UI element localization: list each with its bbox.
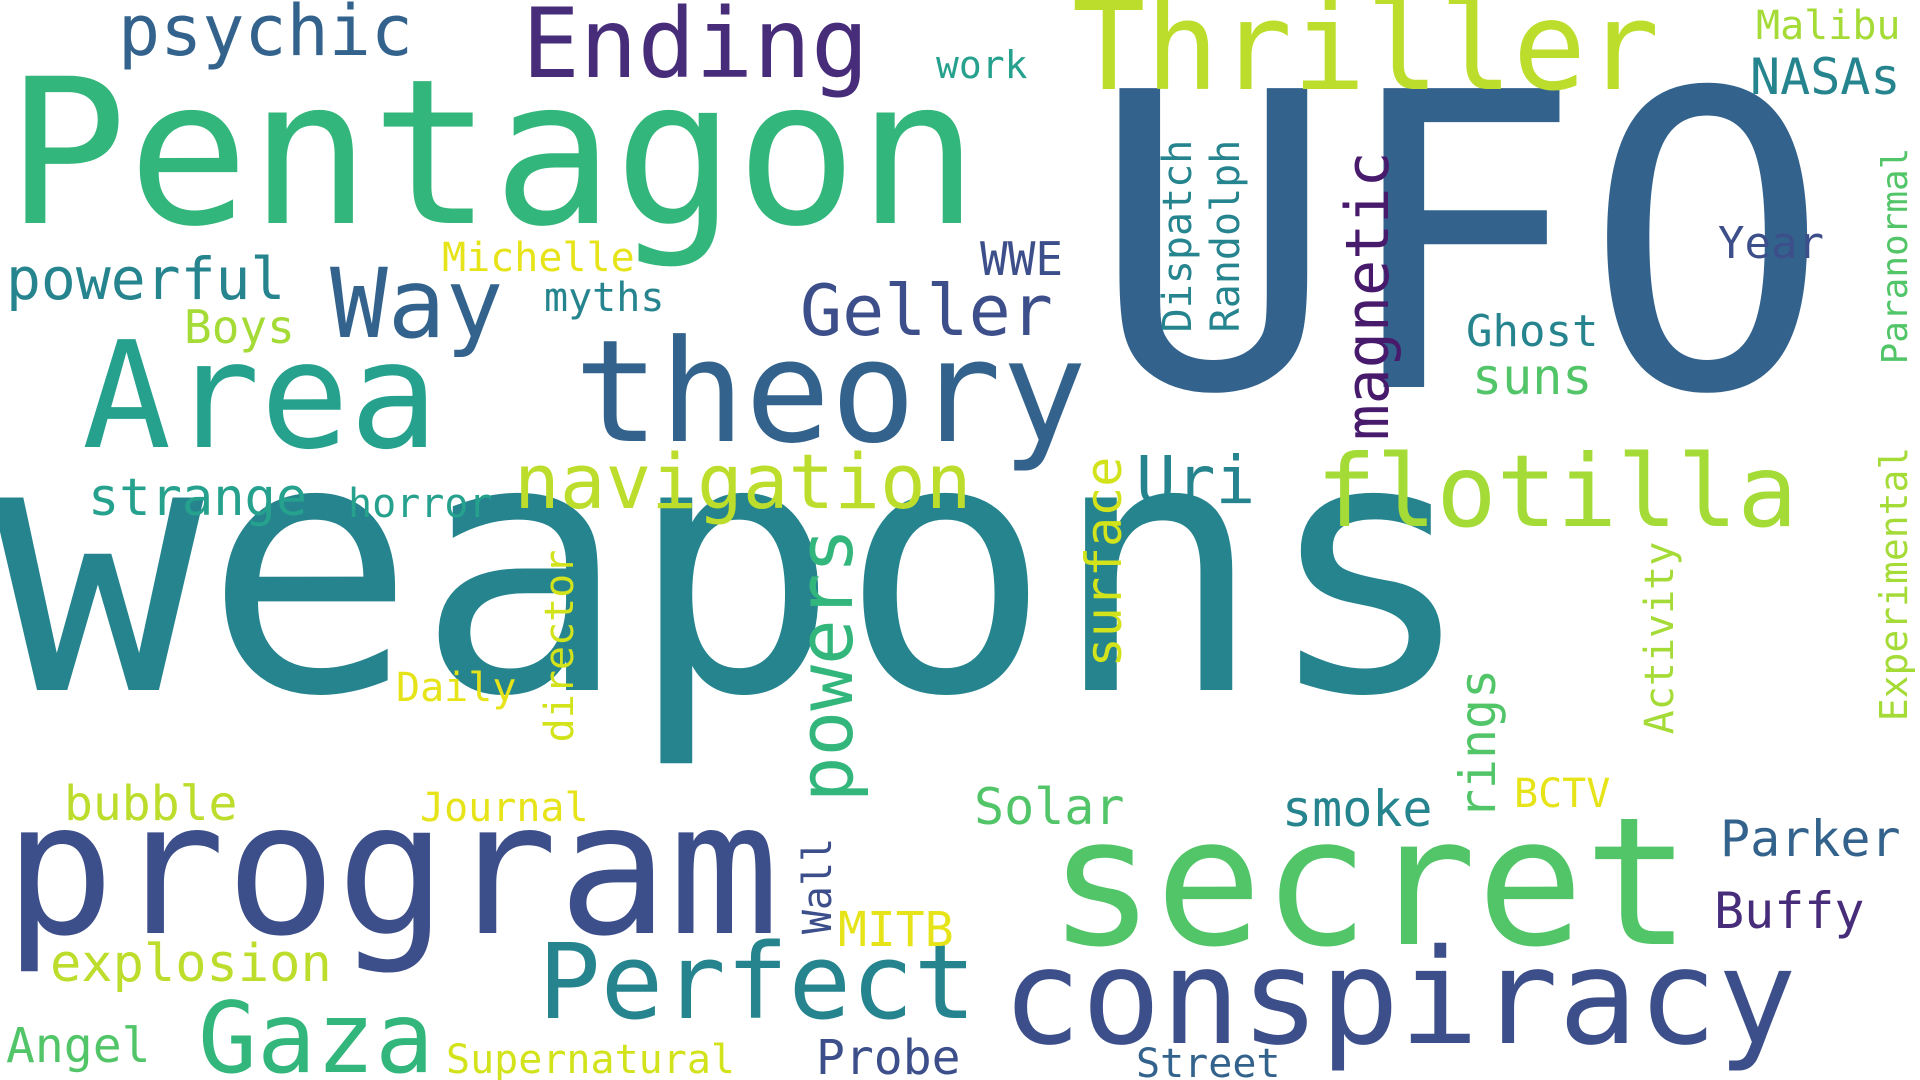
word-secret: secret [1048,779,1691,986]
word-program: program [4,763,780,977]
word-rings: rings [1449,668,1507,820]
word-explosion: explosion [50,934,332,994]
word-powers: powers [781,527,870,803]
word-journal: Journal [420,785,589,831]
word-solar: Solar [974,778,1125,836]
word-activity: Activity [1637,541,1683,735]
word-wall: Wall [795,837,841,935]
word-year: Year [1718,218,1824,269]
word-ufo: UFO [1090,6,1831,484]
word-probe: Probe [816,1030,961,1080]
word-michelle: Michelle [442,235,635,281]
word-ghost: Ghost [1466,306,1599,357]
word-randolph: Randolph [1203,139,1249,333]
word-area: Area [82,310,439,482]
word-way: Way [330,248,504,360]
word-bctv: BCTV [1514,771,1611,817]
word-myths: myths [544,275,665,321]
word-pentagon: Pentagon [6,35,979,271]
word-experimental: Experimental [1872,446,1916,722]
word-work: work [936,43,1028,87]
word-dispatch: Dispatch [1155,139,1201,333]
word-psychic: psychic [118,0,414,72]
word-horror: horror [348,481,493,527]
word-ending: Ending [522,0,869,100]
word-suns: suns [1472,348,1593,406]
word-strange: strange [88,468,308,528]
word-smoke: smoke [1282,780,1433,838]
word-powerful: powerful [6,245,286,313]
word-flotilla: flotilla [1316,433,1798,550]
word-geller: Geller [800,270,1053,352]
word-daily: Daily [396,665,517,711]
word-weapons: weapons [0,364,1476,774]
word-paranormal: Paranormal [1875,147,1916,365]
word-bubble: bubble [64,776,238,832]
word-theory: theory [574,310,1087,475]
word-boys: Boys [184,300,295,354]
word-malibu: Malibu [1756,3,1901,49]
word-angel: Angel [6,1018,151,1074]
word-magnetic: magnetic [1333,151,1403,441]
word-director: director [537,549,583,743]
word-gaza: Gaza [198,982,435,1080]
word-buffy: Buffy [1714,882,1865,940]
word-uri: Uri [1136,442,1256,519]
word-supernatural: Supernatural [446,1037,735,1080]
word-street: Street [1136,1041,1281,1080]
word-perfect: Perfect [538,921,977,1043]
word-wwe: WWE [980,232,1064,286]
word-surface: surface [1075,456,1133,668]
word-thriller: Thriller [1072,0,1660,118]
word-navigation: navigation [514,437,972,526]
word-parker: Parker [1720,810,1901,868]
word-mitb: MITB [838,902,954,958]
word-conspiracy: conspiracy [1002,921,1797,1075]
word-nasas: NASAs [1750,48,1901,106]
